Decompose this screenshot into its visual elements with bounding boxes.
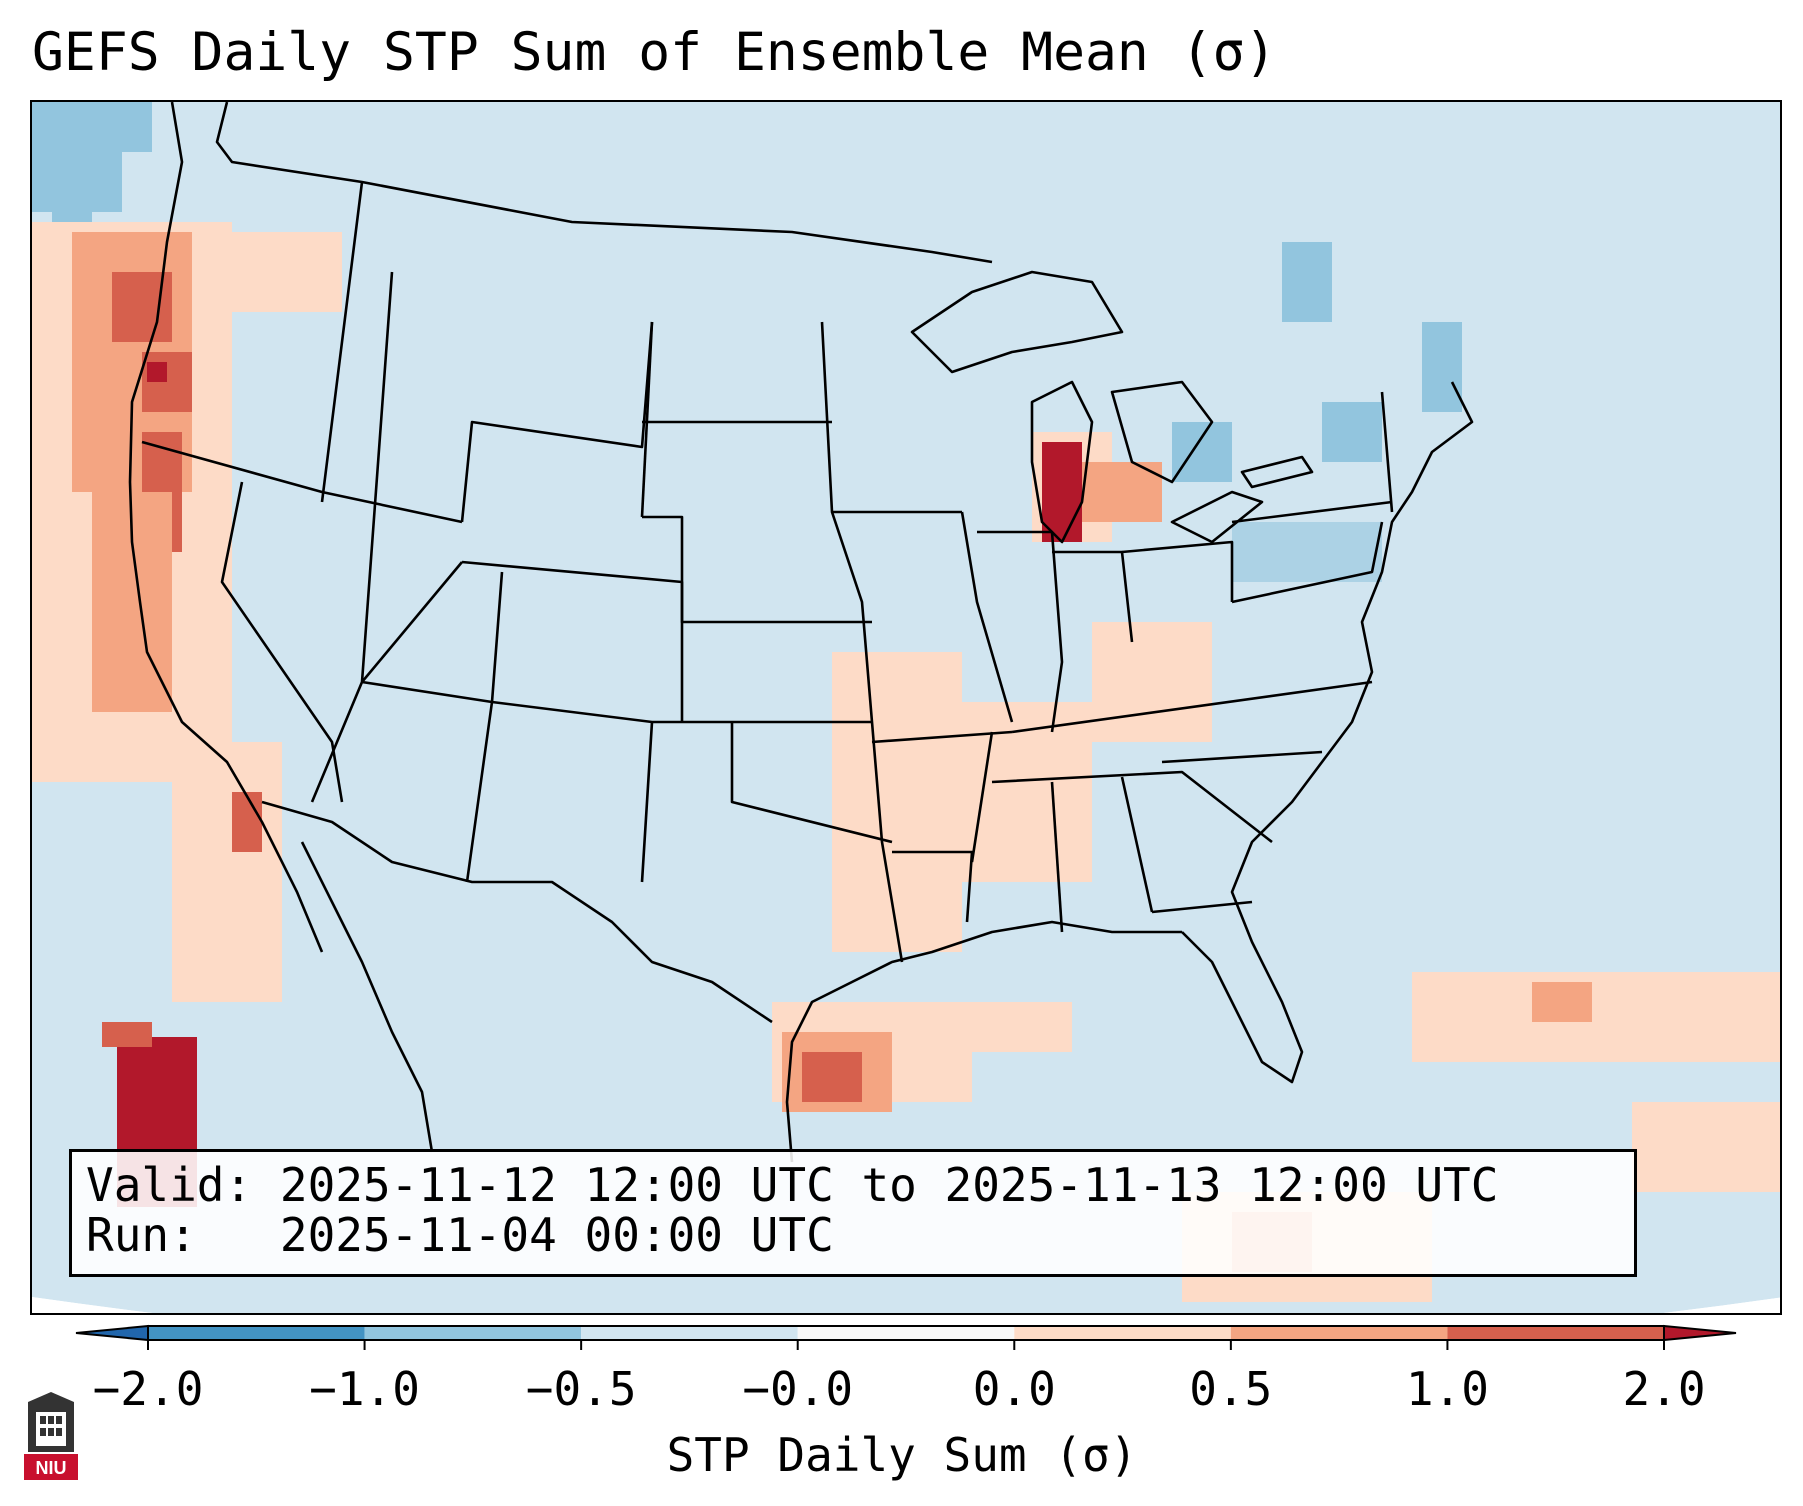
state-border [640, 721, 654, 883]
anomaly-cell [1322, 402, 1382, 462]
anomaly-cell [1092, 622, 1212, 742]
state-border [1120, 776, 1154, 913]
anomaly-cell [232, 792, 262, 852]
state-border [460, 321, 654, 523]
state-border [1050, 781, 1064, 933]
run-line: Run: 2025-11-04 00:00 UTC [86, 1208, 834, 1262]
run-label: Run: [86, 1208, 197, 1262]
state-border [361, 561, 463, 683]
anomaly-cell [172, 742, 282, 1002]
state-border [1161, 750, 1323, 764]
state-border [1231, 521, 1384, 604]
colorbar-bin [1230, 1326, 1448, 1340]
east-coastline [1181, 381, 1474, 1084]
boundaries [128, 102, 1474, 1163]
state-border [320, 181, 364, 503]
colorbar-bin [1447, 1326, 1664, 1340]
lake-huron [1110, 380, 1214, 484]
state-border [1011, 680, 1373, 734]
gulf-coastline [785, 920, 1182, 1163]
state-border [640, 321, 654, 518]
valid-value: 2025-11-12 12:00 UTC to 2025-11-13 12:00… [279, 1158, 1499, 1212]
anomaly-cell [1422, 322, 1462, 412]
anomaly-cell [1282, 242, 1332, 322]
logo-text: NIU [36, 1458, 67, 1478]
colorbar-tick-label: 0.5 [1189, 1362, 1273, 1416]
valid-line: Valid: 2025-11-12 12:00 UTC to 2025-11-1… [86, 1158, 1498, 1212]
state-border [830, 511, 904, 963]
lake-superior [910, 270, 1124, 374]
anomaly-cell [102, 1022, 152, 1047]
stp-anomaly-field [32, 102, 1780, 1302]
anomaly-cell [1412, 972, 1780, 1062]
colorbar-tick-label: 0.0 [972, 1362, 1056, 1416]
colorbar-extend-low [75, 1324, 149, 1342]
map-panel[interactable]: Valid: 2025-11-12 12:00 UTC to 2025-11-1… [30, 100, 1782, 1315]
colorbar-label: STP Daily Sum (σ) [666, 1428, 1138, 1482]
state-border [1380, 391, 1394, 513]
west-coastline [128, 102, 324, 953]
anomaly-cell [1232, 522, 1382, 582]
state-border [871, 730, 1013, 744]
colorbar-tick-label: −0.5 [525, 1362, 637, 1416]
state-border [730, 722, 893, 844]
colorbar-extend-high [1663, 1324, 1737, 1342]
anomaly-cell [1632, 1102, 1780, 1192]
colorbar-bin [581, 1326, 798, 1340]
anomaly-cell [232, 232, 342, 312]
state-border [141, 440, 463, 524]
colorbar-tick-label: −1.0 [309, 1362, 420, 1416]
state-border [1151, 900, 1253, 914]
state-border [1231, 500, 1393, 524]
state-border [970, 731, 994, 863]
chart-title: GEFS Daily STP Sum of Ensemble Mean (σ) [32, 22, 1277, 83]
valid-label: Valid: [86, 1158, 253, 1212]
lake-michigan [1030, 380, 1094, 544]
anomaly-cell [972, 1002, 1072, 1052]
lake-ontario [1240, 455, 1314, 489]
colorbar-bin [1014, 1326, 1231, 1340]
state-border [991, 770, 1273, 844]
state-border [642, 515, 872, 624]
map-canvas [32, 102, 1780, 1313]
colorbar-tick-label: 1.0 [1405, 1362, 1489, 1416]
colorbar-tick-label: −0.0 [742, 1362, 854, 1416]
state-border [960, 511, 1014, 723]
state-border [220, 481, 344, 803]
valid-run-box: Valid: 2025-11-12 12:00 UTC to 2025-11-1… [69, 1149, 1637, 1277]
anomaly-cell [147, 362, 167, 382]
state-border [361, 680, 872, 724]
run-value: 2025-11-04 00:00 UTC [279, 1208, 834, 1262]
anomaly-cell [802, 1052, 862, 1102]
colorbar-tick-label: −2.0 [92, 1362, 204, 1416]
colorbar-bin [148, 1326, 365, 1340]
state-border [977, 530, 1064, 733]
anomaly-cell [832, 652, 962, 952]
colorbar-tick-label: 2.0 [1622, 1362, 1706, 1416]
anomaly-cell [1532, 982, 1592, 1022]
state-border [1121, 540, 1234, 602]
us-mexico-border [261, 800, 773, 1024]
colorbar-bin [797, 1326, 1015, 1340]
anomaly-cell [1042, 442, 1082, 542]
anomaly-cell [1082, 462, 1162, 522]
anomaly-cell [1172, 422, 1232, 482]
niu-logo-icon: NIU [24, 1392, 78, 1480]
anomaly-cell [92, 102, 152, 152]
baja-coast [300, 841, 434, 1153]
colorbar-bin [364, 1326, 582, 1340]
lake-erie [1170, 490, 1264, 544]
state-border [892, 850, 974, 923]
us-canada-border [215, 102, 993, 264]
